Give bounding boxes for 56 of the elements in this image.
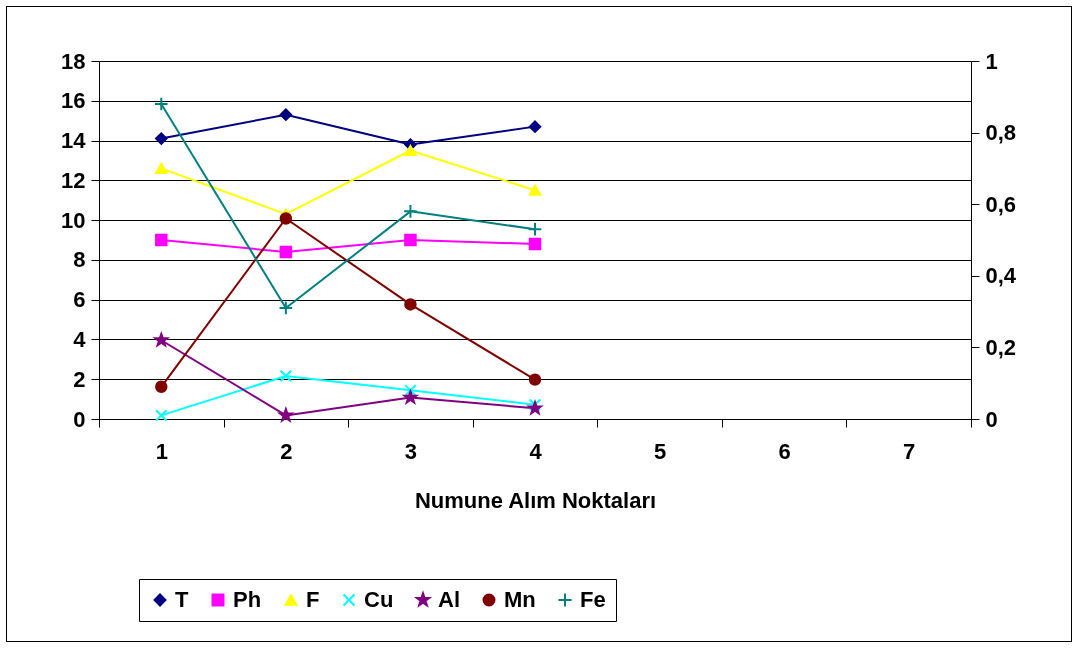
x-tick-label: 1 (155, 438, 168, 464)
point (528, 398, 542, 411)
point (153, 96, 169, 112)
y-tick-label: 12 (61, 167, 86, 193)
point (528, 373, 542, 386)
point (279, 245, 293, 259)
legend-label: F (306, 587, 320, 612)
point (155, 132, 168, 145)
x-tick-label: 6 (778, 438, 791, 464)
legend-label: Cu (364, 587, 394, 612)
y2-tick-label: 0,4 (985, 263, 1017, 289)
point (278, 300, 294, 316)
point (528, 237, 542, 251)
point (278, 408, 293, 422)
y2-tick-label: 0,8 (985, 120, 1017, 146)
x-tick-label: 5 (653, 438, 667, 464)
point (155, 409, 168, 422)
y2-tick-label: 0,6 (985, 191, 1017, 217)
y-tick-label: 10 (61, 207, 86, 233)
y-tick-label: 4 (73, 326, 87, 352)
y-tick-label: 16 (61, 88, 86, 114)
x-axis-title: Numune Alım Noktaları (414, 487, 657, 513)
point (404, 144, 417, 157)
point (279, 108, 293, 121)
legend-label: Ph (233, 587, 262, 612)
y-tick-label: 0 (73, 406, 86, 432)
y2-tick-label: 1 (985, 48, 998, 74)
point (528, 184, 542, 196)
x-tick-label: 7 (903, 438, 916, 464)
point (403, 204, 418, 219)
y-tick-label: 6 (73, 287, 86, 313)
legend-label: Mn (504, 587, 536, 612)
y-tick-label: 18 (61, 48, 86, 74)
x-tick-label: 3 (404, 438, 418, 464)
point (528, 120, 542, 133)
y-tick-label: 14 (61, 128, 87, 154)
legend-label: Al (438, 587, 460, 612)
point (528, 400, 542, 415)
point (155, 380, 168, 394)
y-tick-label: 8 (73, 247, 86, 273)
point (154, 332, 169, 347)
legend-label: Fe (580, 587, 606, 612)
point (155, 233, 168, 247)
x-tick-label: 4 (529, 438, 543, 464)
y2-tick-label: 0 (985, 406, 998, 432)
point (279, 369, 293, 383)
point (527, 221, 543, 237)
y2-tick-label: 0,2 (985, 334, 1017, 360)
x-tick-label: 2 (280, 438, 293, 464)
y-tick-label: 2 (73, 366, 86, 392)
point (155, 162, 168, 174)
point (404, 233, 417, 247)
point (404, 298, 417, 311)
legend-label: T (175, 587, 189, 612)
point (279, 212, 293, 225)
point (403, 390, 418, 404)
